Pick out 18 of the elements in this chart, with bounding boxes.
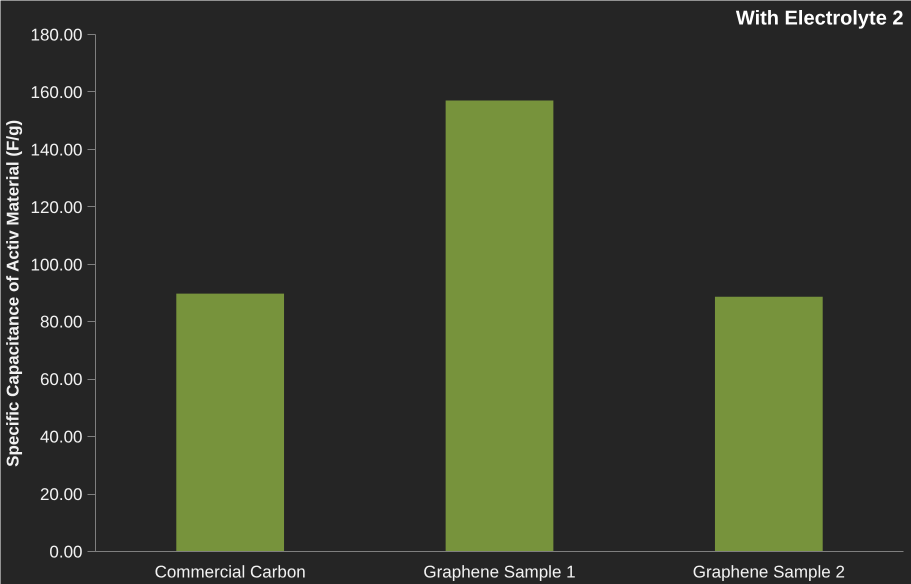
- y-tick-label: 40.00: [40, 428, 83, 447]
- y-tick-label: 120.00: [30, 198, 83, 217]
- bar: [714, 296, 823, 552]
- y-tick-label: 100.00: [30, 255, 83, 274]
- y-tick-label: 180.00: [30, 26, 83, 44]
- bar: [176, 294, 284, 552]
- y-tick-label: 60.00: [40, 370, 83, 390]
- chart-title: With Electrolyte 2: [736, 8, 904, 30]
- y-tick-label: 160.00: [30, 82, 83, 102]
- x-tick-label: Commercial Carbon: [154, 562, 306, 582]
- x-tick-label: Graphene Sample 1: [423, 562, 576, 582]
- x-tick-label: Graphene Sample 2: [692, 562, 845, 582]
- y-axis-title: Specific Capacitance of Activ Material (F/g): [4, 120, 23, 467]
- y-tick-label: 140.00: [30, 140, 83, 160]
- y-tick-label: 0.00: [49, 542, 83, 562]
- y-tick-label: 20.00: [40, 485, 83, 504]
- y-tick-label: 80.00: [40, 312, 83, 332]
- bar: [446, 100, 554, 552]
